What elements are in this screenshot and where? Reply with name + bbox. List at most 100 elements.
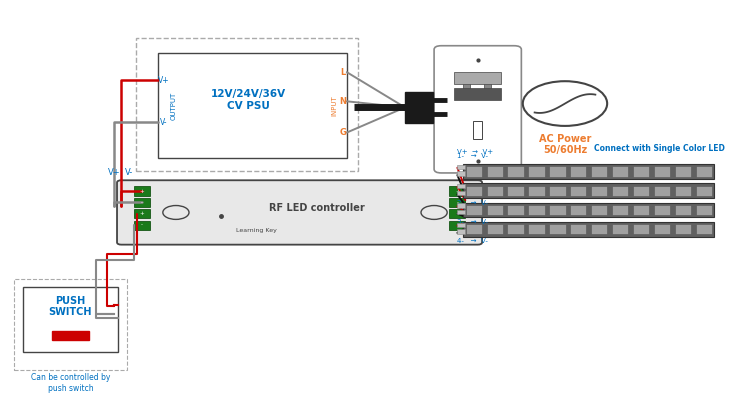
Bar <box>466 185 482 196</box>
Bar <box>466 224 482 234</box>
FancyBboxPatch shape <box>136 38 358 171</box>
Bar <box>463 164 714 179</box>
Text: OUTPUT: OUTPUT <box>171 91 177 119</box>
Bar <box>463 82 470 95</box>
FancyBboxPatch shape <box>158 54 347 158</box>
Bar <box>486 205 503 215</box>
Bar <box>463 222 714 237</box>
Bar <box>570 224 586 234</box>
Bar <box>507 224 523 234</box>
Bar <box>696 224 712 234</box>
Bar <box>654 224 670 234</box>
Bar <box>455 72 501 84</box>
Text: 2-   →  V-: 2- → V- <box>458 200 488 206</box>
Bar <box>450 221 465 230</box>
Bar <box>591 224 607 234</box>
Bar <box>450 187 465 196</box>
Text: +: + <box>139 211 144 216</box>
Bar <box>549 205 566 215</box>
Text: INPUT: INPUT <box>331 95 337 116</box>
Text: +: + <box>455 189 460 194</box>
Bar <box>591 185 607 196</box>
Bar <box>529 205 545 215</box>
Bar <box>458 172 464 176</box>
Bar <box>675 185 691 196</box>
Text: +: + <box>139 189 144 194</box>
Bar <box>696 166 712 177</box>
Bar <box>675 224 691 234</box>
Bar <box>549 224 566 234</box>
Text: -: - <box>141 200 143 205</box>
Text: N: N <box>339 97 347 106</box>
Bar <box>473 121 482 139</box>
Bar <box>675 205 691 215</box>
Bar <box>134 209 150 218</box>
Bar <box>486 224 503 234</box>
Text: +: + <box>455 211 460 216</box>
Text: -: - <box>456 223 458 227</box>
Text: V+: V+ <box>158 76 169 85</box>
Bar <box>466 205 482 215</box>
Bar <box>612 205 629 215</box>
Text: Learning Key: Learning Key <box>237 228 277 233</box>
Bar <box>696 205 712 215</box>
Bar <box>458 223 464 227</box>
Bar <box>529 166 545 177</box>
Text: -: - <box>141 223 143 227</box>
FancyBboxPatch shape <box>117 180 482 245</box>
Text: G: G <box>339 128 347 137</box>
Text: RF LED controller: RF LED controller <box>269 203 365 213</box>
Bar <box>612 224 629 234</box>
Bar <box>529 185 545 196</box>
Bar <box>570 185 586 196</box>
Bar <box>675 166 691 177</box>
Bar <box>458 184 464 189</box>
Bar <box>591 205 607 215</box>
Text: Connect with Single Color LED: Connect with Single Color LED <box>594 143 725 152</box>
Text: 3-   →  V-: 3- → V- <box>458 219 488 225</box>
Bar <box>405 92 433 123</box>
Bar <box>633 185 649 196</box>
Text: Can be controlled by
push switch: Can be controlled by push switch <box>31 374 110 393</box>
Bar <box>134 221 150 230</box>
Bar <box>458 165 464 169</box>
FancyBboxPatch shape <box>23 287 118 352</box>
Text: AC Power
50/60Hz: AC Power 50/60Hz <box>539 134 591 155</box>
Bar <box>612 166 629 177</box>
Bar <box>633 205 649 215</box>
Bar <box>463 183 714 198</box>
Bar <box>458 191 464 195</box>
Bar <box>458 229 464 233</box>
Bar <box>549 185 566 196</box>
Bar <box>591 166 607 177</box>
Text: V-: V- <box>160 118 167 127</box>
Bar <box>450 198 465 207</box>
Bar <box>507 166 523 177</box>
Bar <box>134 187 150 196</box>
Bar <box>570 205 586 215</box>
Text: L: L <box>341 67 346 77</box>
FancyBboxPatch shape <box>15 279 127 370</box>
Bar <box>633 224 649 234</box>
Bar <box>134 198 150 207</box>
Bar <box>507 205 523 215</box>
Bar <box>450 209 465 218</box>
Text: 12V/24V/36V
CV PSU: 12V/24V/36V CV PSU <box>211 89 286 111</box>
Text: 1-   →  V-: 1- → V- <box>458 154 488 160</box>
Bar <box>486 185 503 196</box>
Bar <box>507 185 523 196</box>
Bar <box>696 185 712 196</box>
Bar <box>529 224 545 234</box>
Bar <box>633 166 649 177</box>
Bar <box>455 88 501 100</box>
Bar <box>463 202 714 217</box>
Bar <box>570 166 586 177</box>
Bar <box>483 82 491 95</box>
Bar <box>486 166 503 177</box>
Bar <box>458 210 464 214</box>
Bar <box>549 166 566 177</box>
FancyBboxPatch shape <box>434 46 521 173</box>
Bar <box>612 185 629 196</box>
Text: V-: V- <box>125 168 133 177</box>
Text: 4-   →  V-: 4- → V- <box>458 238 488 244</box>
